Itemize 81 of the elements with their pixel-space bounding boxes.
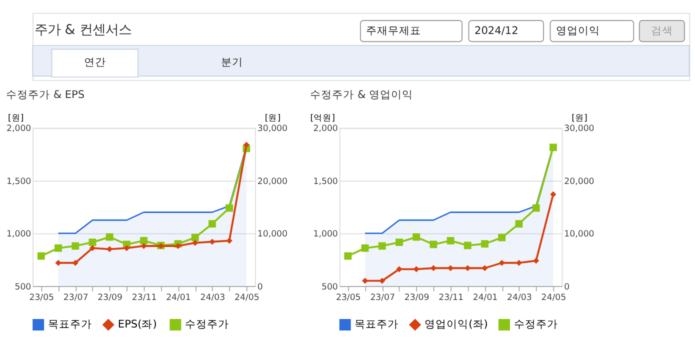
point — [226, 204, 234, 212]
point — [208, 220, 216, 228]
legend-label: 수정주가 — [185, 318, 230, 331]
x-tick-label: 23/09 — [404, 292, 430, 303]
point — [72, 242, 80, 250]
y-tick-label: 1,000 — [313, 230, 338, 240]
point — [88, 238, 96, 246]
text: 분기 — [220, 56, 243, 69]
point — [481, 240, 488, 248]
x-tick-label: 23/07 — [63, 292, 88, 303]
y-tick-label: 500 — [321, 282, 338, 292]
point — [430, 240, 438, 248]
y2-tick-label: 10,000 — [564, 230, 594, 240]
x-tick-label: 23/11 — [132, 292, 157, 303]
point — [140, 237, 148, 244]
y2-tick-label: 0 — [257, 282, 263, 292]
point — [549, 144, 557, 152]
y-tick-label: 500 — [14, 282, 32, 292]
text: 2024/12 — [474, 24, 518, 37]
point — [140, 242, 147, 250]
x-tick-label: 24/03 — [200, 292, 226, 303]
point — [344, 252, 352, 260]
point — [516, 260, 522, 266]
x-tick-label: 24/05 — [234, 292, 260, 303]
point — [498, 234, 506, 242]
x-tick-label: 23/05 — [29, 292, 54, 303]
legend-label: 목표주가 — [354, 318, 399, 331]
point — [361, 244, 369, 252]
point — [243, 142, 250, 148]
y2-tick-label: 0 — [564, 282, 570, 292]
text: 주재무제표 — [366, 24, 422, 37]
y-axis-title: [원] — [8, 114, 24, 124]
point — [54, 244, 62, 252]
y2-tick-label: 20,000 — [564, 176, 594, 187]
x-tick-label: 24/01 — [472, 292, 498, 303]
point — [124, 245, 130, 252]
point — [515, 220, 523, 228]
y2-tick-label: 20,000 — [257, 176, 288, 187]
y2-tick-label: 10,000 — [257, 230, 288, 240]
x-tick-label: 23/07 — [370, 292, 396, 303]
point — [379, 278, 386, 284]
point — [498, 260, 505, 266]
y-tick-label: 2,000 — [6, 124, 32, 134]
y-tick-label: 1,000 — [6, 230, 32, 240]
y-tick-label: 1,500 — [313, 176, 338, 187]
point — [412, 233, 420, 241]
x-tick-label: 23/11 — [438, 292, 464, 303]
y2-axis-title: [원] — [572, 114, 588, 124]
point — [464, 242, 472, 250]
point — [37, 252, 45, 260]
text: 연간 — [84, 56, 106, 69]
point — [446, 237, 454, 244]
chart-title: 수정주가 & EPS — [6, 89, 85, 102]
y-tick-label: 2,000 — [313, 124, 338, 134]
y2-tick-label: 30,000 — [257, 124, 288, 134]
point — [89, 245, 96, 252]
x-tick-label: 24/03 — [507, 292, 532, 303]
point — [378, 242, 386, 250]
point — [396, 238, 403, 246]
x-tick-label: 23/05 — [336, 292, 361, 303]
point — [532, 204, 540, 212]
point — [550, 191, 556, 198]
text: 검색 — [650, 24, 673, 37]
y2-tick-label: 30,000 — [564, 124, 594, 134]
text: 영업이익 — [556, 24, 600, 37]
point — [362, 278, 368, 284]
x-tick-label: 24/01 — [166, 292, 191, 303]
legend-label: 수정주가 — [514, 318, 558, 331]
legend-label: 영업이익(좌) — [424, 318, 488, 331]
x-tick-label: 24/05 — [541, 292, 566, 303]
point — [533, 258, 540, 264]
point — [191, 234, 199, 242]
text: 주가 & 컨센서스 — [34, 22, 132, 38]
y2-axis-title: [원] — [264, 114, 281, 124]
legend-label: 목표주가 — [48, 318, 92, 331]
y-axis-title: [억원] — [310, 114, 335, 124]
x-tick-label: 23/09 — [98, 292, 122, 303]
y-tick-label: 1,500 — [6, 176, 32, 187]
legend-label: EPS(좌) — [118, 318, 157, 331]
chart-title: 수정주가 & 영업이익 — [310, 89, 414, 102]
point — [106, 233, 114, 241]
